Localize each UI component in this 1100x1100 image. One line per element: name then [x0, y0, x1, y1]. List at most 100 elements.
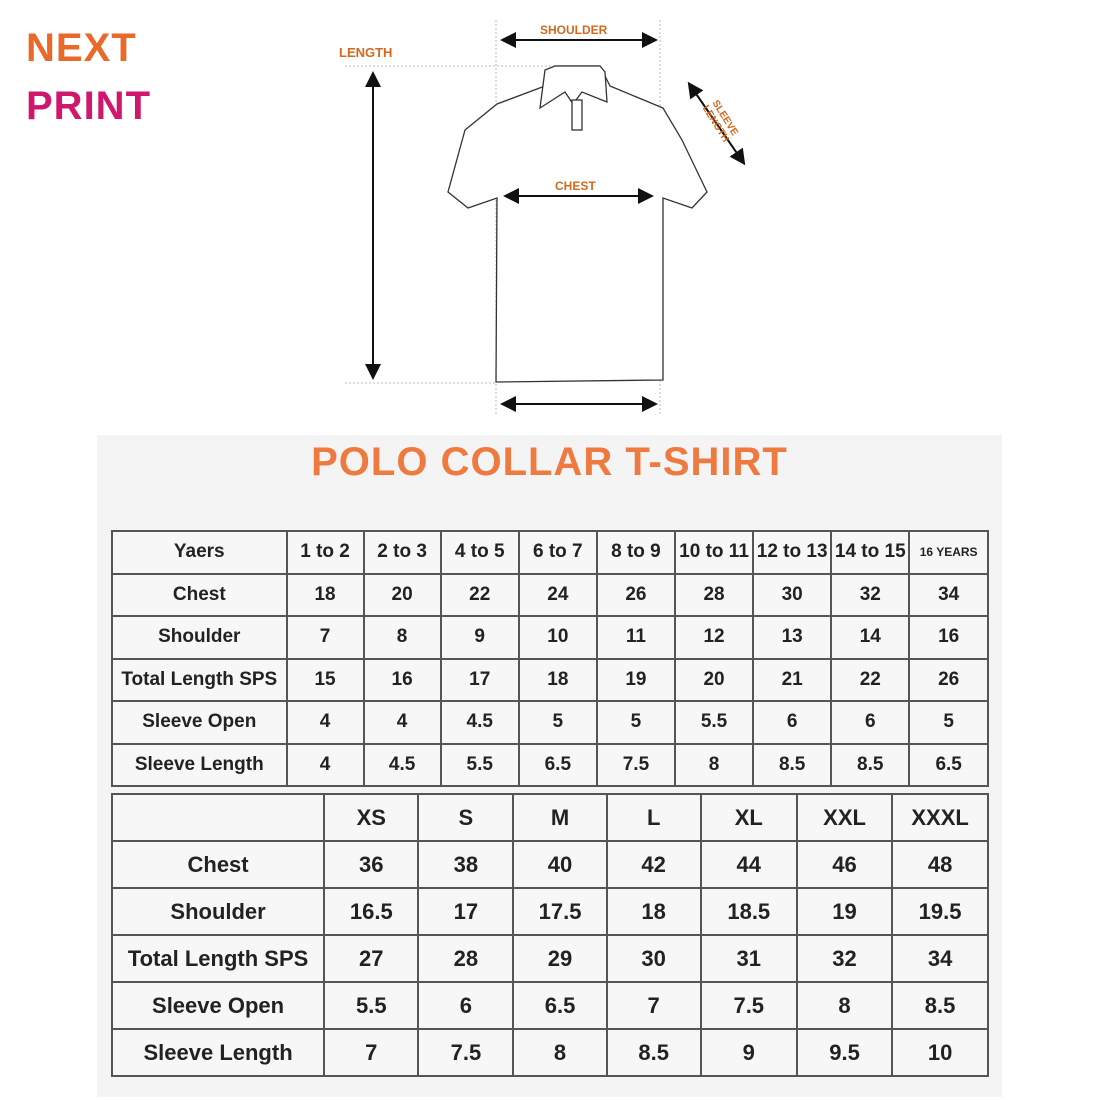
table-cell: 10 [517, 615, 598, 660]
row-label: Sleeve Length [110, 1028, 326, 1077]
table-cell: 26 [908, 657, 989, 702]
column-header: 2 to 3 [362, 530, 442, 575]
table-cell: 11 [595, 615, 676, 660]
table-cell: 8 [795, 981, 894, 1030]
table-cell: 34 [891, 934, 989, 983]
row-label: Total Length SPS [111, 657, 288, 702]
table-cell: 6.5 [908, 742, 989, 787]
table-cell: 9 [699, 1028, 798, 1077]
table-cell: 7.5 [595, 742, 676, 787]
table-row: Sleeve Open 5.5 6 6.5 7 7.5 8 8.5 [110, 981, 989, 1030]
chest-label: CHEST [555, 179, 596, 193]
table-row: Chest 18 20 22 24 26 28 30 32 34 [111, 572, 989, 617]
table-cell: 6.5 [512, 981, 608, 1030]
table-cell: 18 [605, 887, 702, 936]
table-cell: 30 [752, 572, 833, 617]
column-header: 4 to 5 [439, 530, 520, 575]
table-cell: 14 [830, 615, 911, 660]
table-cell: 22 [439, 572, 520, 617]
table-cell: 18 [285, 572, 365, 617]
column-header [110, 793, 326, 842]
table-row: Chest 36 38 40 42 44 46 48 [110, 840, 989, 889]
table-cell: 7.5 [417, 1028, 515, 1077]
row-label: Sleeve Open [111, 700, 288, 745]
table-cell: 4 [285, 742, 365, 787]
table-cell: 5 [517, 700, 598, 745]
table-cell: 32 [830, 572, 911, 617]
table-row: Total Length SPS 27 28 29 30 31 32 34 [110, 934, 989, 983]
table-cell: 7 [605, 981, 702, 1030]
table-row: Sleeve Length 7 7.5 8 8.5 9 9.5 10 [110, 1028, 989, 1077]
table-cell: 42 [605, 840, 702, 889]
table-cell: 8.5 [752, 742, 833, 787]
table-cell: 18 [517, 657, 598, 702]
row-label: Shoulder [110, 887, 326, 936]
table-cell: 40 [512, 840, 608, 889]
table-cell: 13 [752, 615, 833, 660]
column-header: S [417, 793, 515, 842]
shirt-outline [447, 65, 708, 383]
column-header: XS [323, 793, 420, 842]
table-header-row: XS S M L XL XXL XXXL [110, 793, 989, 842]
table-cell: 24 [517, 572, 598, 617]
row-label: Shoulder [111, 615, 288, 660]
row-label: Total Length SPS [110, 934, 326, 983]
table-cell: 46 [795, 840, 894, 889]
table-cell: 18.5 [699, 887, 798, 936]
table-cell: 5.5 [673, 700, 755, 745]
table-cell: 7 [323, 1028, 420, 1077]
table-cell: 5.5 [439, 742, 520, 787]
polo-shirt-diagram [345, 20, 746, 415]
column-header: 10 to 11 [673, 530, 755, 575]
column-header: XL [699, 793, 798, 842]
table-cell: 15 [285, 657, 365, 702]
table-cell: 9.5 [795, 1028, 894, 1077]
column-header: 8 to 9 [595, 530, 676, 575]
table-cell: 16 [362, 657, 442, 702]
table-row: Shoulder 7 8 9 10 11 12 13 14 16 [111, 615, 989, 660]
table-cell: 20 [673, 657, 755, 702]
table-row: Sleeve Length 4 4.5 5.5 6.5 7.5 8 8.5 8.5 6.5 [111, 742, 989, 787]
table-cell: 28 [673, 572, 755, 617]
table-cell: 12 [673, 615, 755, 660]
table-cell: 17 [417, 887, 515, 936]
table-cell: 9 [439, 615, 520, 660]
table-cell: 8 [673, 742, 755, 787]
table-cell: 4.5 [439, 700, 520, 745]
table-cell: 7.5 [699, 981, 798, 1030]
table-cell: 16.5 [323, 887, 420, 936]
table-cell: 17 [439, 657, 520, 702]
table-cell: 4.5 [362, 742, 442, 787]
table-cell: 27 [323, 934, 420, 983]
column-header: M [512, 793, 608, 842]
table-cell: 34 [908, 572, 989, 617]
chart-title: POLO COLLAR T-SHIRT [311, 440, 788, 484]
table-row: Sleeve Open 4 4 4.5 5 5 5.5 6 6 5 [111, 700, 989, 745]
table-cell: 6 [417, 981, 515, 1030]
table-cell: 7 [285, 615, 365, 660]
table-cell: 30 [605, 934, 702, 983]
table-cell: 28 [417, 934, 515, 983]
table-cell: 4 [285, 700, 365, 745]
table-cell: 19 [795, 887, 894, 936]
row-label: Sleeve Open [110, 981, 326, 1030]
table-cell: 17.5 [512, 887, 608, 936]
table-cell: 8 [512, 1028, 608, 1077]
table-cell: 31 [699, 934, 798, 983]
table-cell: 32 [795, 934, 894, 983]
table-cell: 22 [830, 657, 911, 702]
table-cell: 5 [908, 700, 989, 745]
table-cell: 4 [362, 700, 442, 745]
column-header: XXXL [891, 793, 989, 842]
column-header: 1 to 2 [285, 530, 365, 575]
column-header: Yaers [111, 530, 288, 575]
logo-print: PRINT [26, 84, 151, 128]
table-cell: 8.5 [830, 742, 911, 787]
table-cell: 36 [323, 840, 420, 889]
table-cell: 8 [362, 615, 442, 660]
column-header: 6 to 7 [517, 530, 598, 575]
table-cell: 8.5 [891, 981, 989, 1030]
column-header: 16 YEARS [908, 530, 989, 575]
